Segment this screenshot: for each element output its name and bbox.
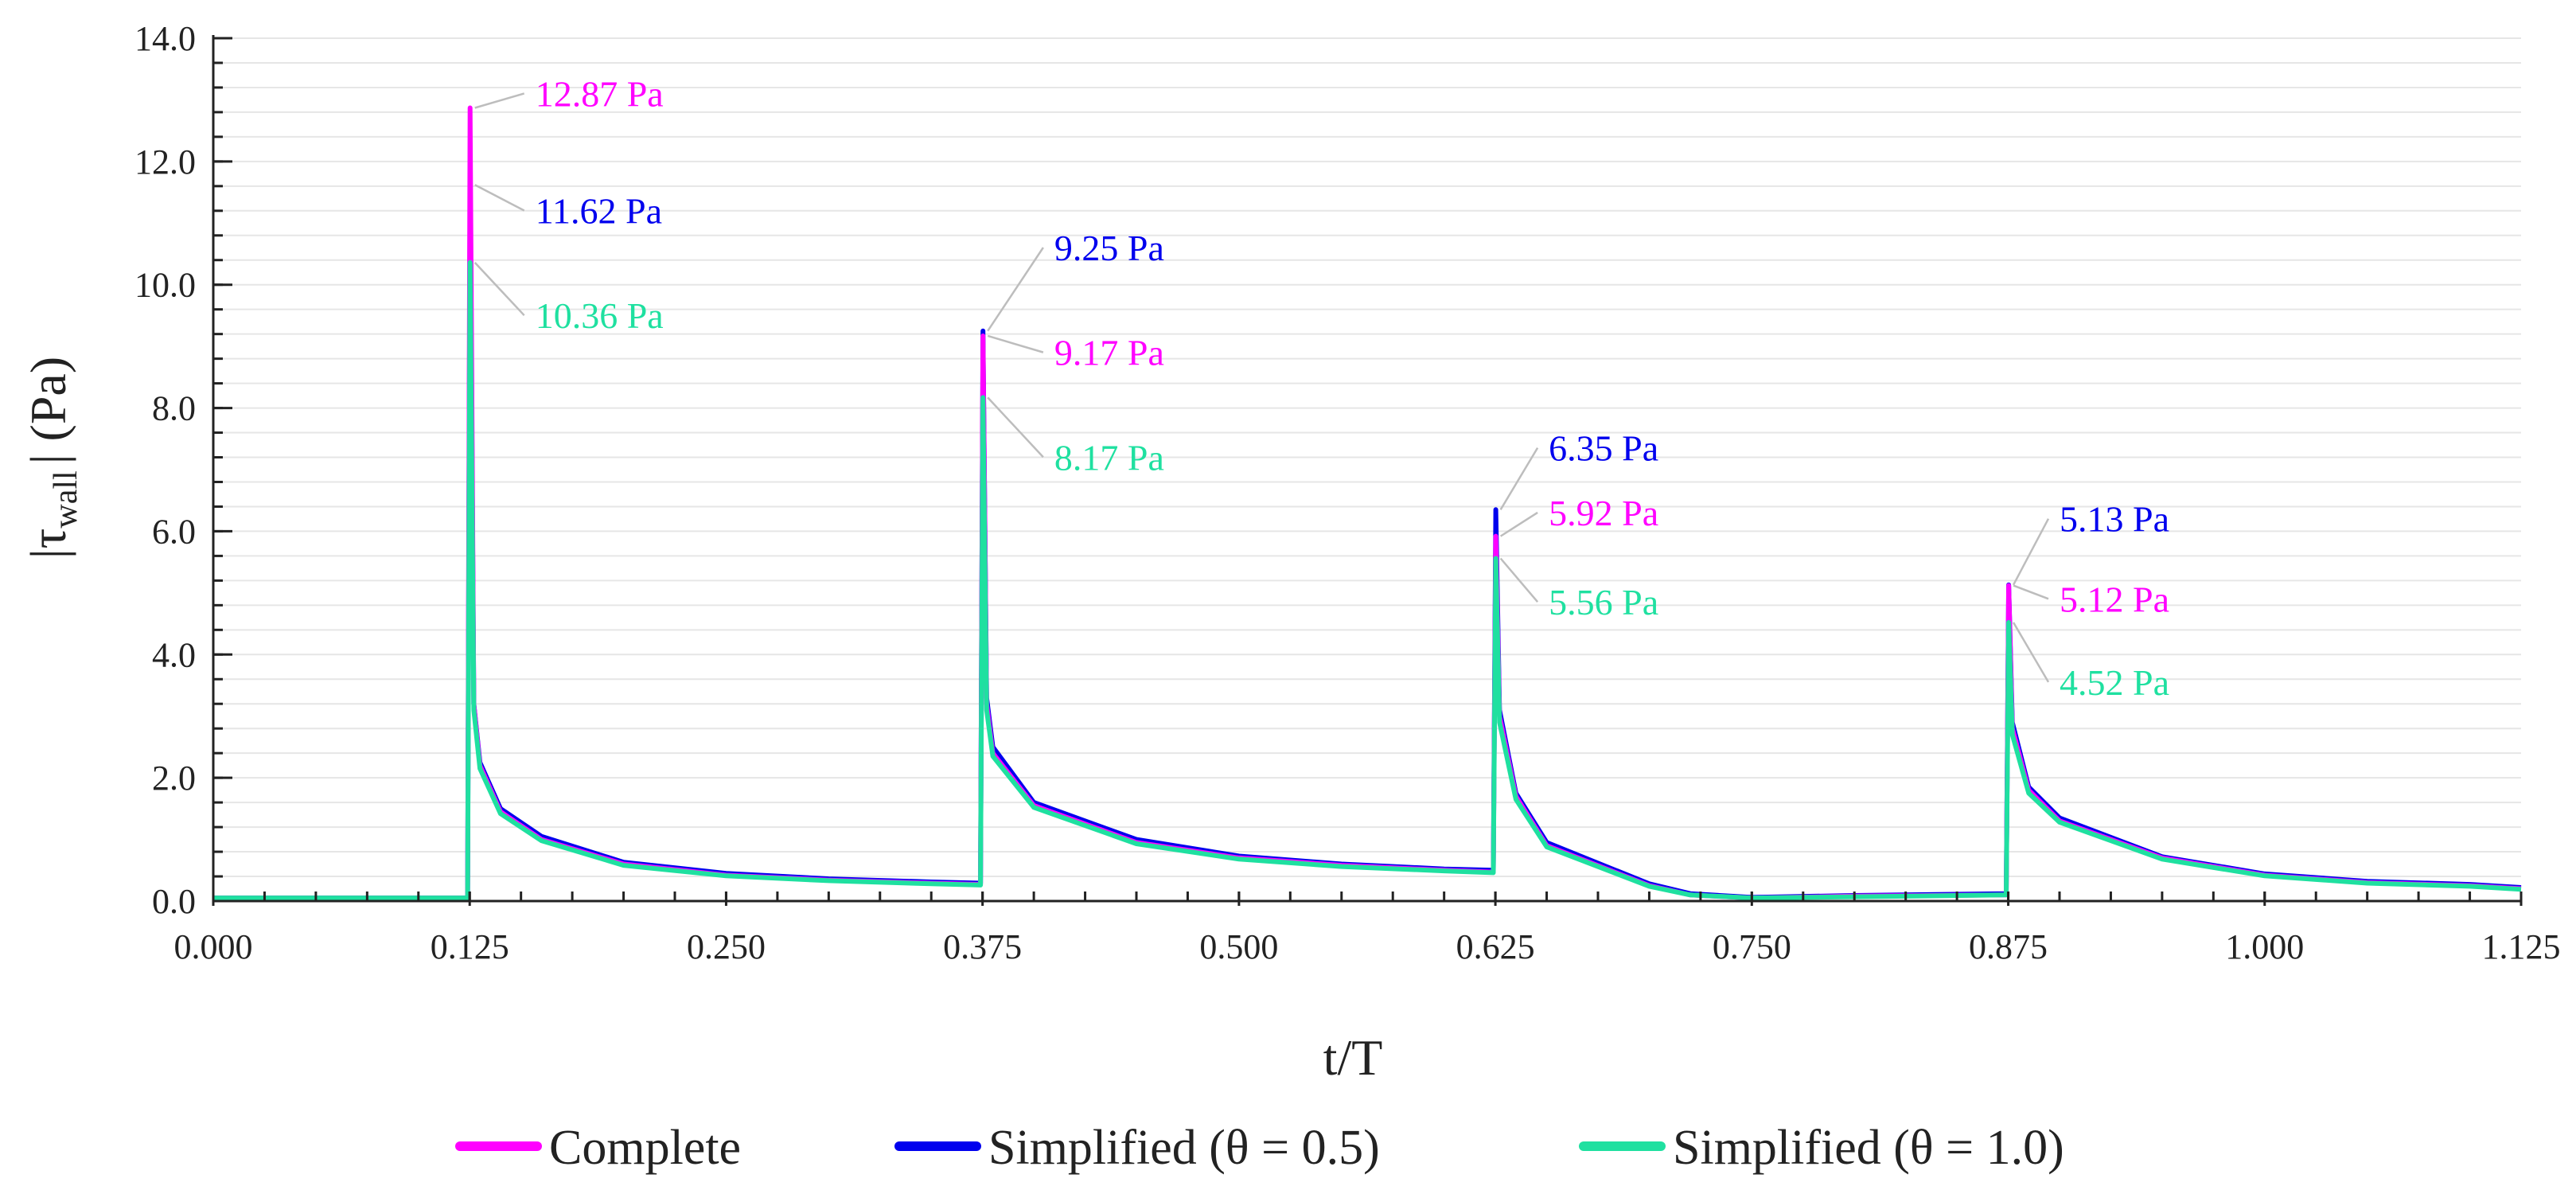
annotation-label: 9.25 Pa — [1054, 228, 1164, 268]
annotation-label: 12.87 Pa — [536, 73, 664, 114]
svg-text:|τwall| (Pa): |τwall | (Pa) — [20, 357, 84, 559]
annotation-label: 5.13 Pa — [2060, 499, 2169, 540]
annotation-label: 11.62 Pa — [536, 191, 662, 232]
y-tick-label: 0.0 — [152, 882, 196, 921]
annotation-leader — [474, 261, 525, 317]
y-axis-label-subscript: wall — [48, 470, 84, 528]
x-axis-label: t/T — [1323, 1029, 1383, 1086]
series-line-simplified-10 — [213, 259, 2522, 901]
y-tick-label: 12.0 — [134, 142, 196, 181]
legend-entry-complete: Complete — [455, 1121, 741, 1175]
annotation-leader — [1499, 557, 1539, 603]
y-tick-label: 10.0 — [134, 266, 196, 305]
grid — [213, 37, 2521, 878]
annotation-label: 5.56 Pa — [1549, 582, 1658, 622]
legend-label-simplified-05: Simplified (θ = 0.5) — [988, 1121, 1380, 1175]
x-tick-label: 0.500 — [1199, 927, 1278, 966]
x-tick-label: 0.625 — [1456, 927, 1535, 966]
annotation-label: 9.17 Pa — [1054, 333, 1164, 373]
annotation-label: 5.92 Pa — [1549, 493, 1658, 533]
annotation-label: 4.52 Pa — [2060, 662, 2169, 703]
x-tick-label: 0.875 — [1969, 927, 2048, 966]
y-axis-label-suffix: | (Pa) — [20, 357, 76, 464]
x-tick-label: 0.250 — [687, 927, 766, 966]
axes: 0.0 2.0 4.0 6.0 8.0 10.0 12.0 14.0 0.000 0.125 0.2… — [134, 19, 2561, 966]
y-tick-label: 14.0 — [134, 19, 196, 58]
legend-label-complete: Complete — [549, 1121, 741, 1175]
annotation-leader — [987, 247, 1044, 332]
x-tick-label: 0.750 — [1713, 927, 1791, 966]
annotation-leader — [987, 396, 1044, 458]
annotation-leader — [1499, 511, 1538, 537]
x-tick-label: 1.125 — [2482, 927, 2561, 966]
annotations: 12.87 Pa 11.62 Pa 10.36 Pa 9.25 Pa 9.17 Pa 8.… — [474, 73, 2169, 703]
series-layer — [213, 105, 2522, 901]
annotation-leader — [2012, 518, 2050, 586]
legend-label-simplified-10: Simplified (θ = 1.0) — [1673, 1121, 2064, 1175]
legend-entry-simplified-10: Simplified (θ = 1.0) — [1579, 1121, 2064, 1175]
annotation-label: 6.35 Pa — [1549, 428, 1658, 469]
y-axis-label: |τwall | (Pa) — [20, 357, 84, 559]
y-tick-label: 2.0 — [152, 759, 196, 798]
legend-entry-simplified-05: Simplified (θ = 0.5) — [894, 1121, 1380, 1175]
x-tick-label: 0.000 — [174, 927, 253, 966]
y-axis-label-prefix: |τ — [20, 529, 76, 560]
x-tick-label: 0.375 — [943, 927, 1022, 966]
annotation-leader — [2013, 584, 2049, 600]
x-tick-label: 1.000 — [2225, 927, 2304, 966]
x-tick-label: 0.125 — [431, 927, 509, 966]
annotation-leader — [2012, 622, 2050, 683]
y-tick-label: 8.0 — [152, 389, 196, 428]
annotation-label: 10.36 Pa — [536, 295, 664, 336]
y-tick-label: 6.0 — [152, 512, 196, 551]
legend: Complete Simplified (θ = 0.5) Simplified… — [455, 1121, 2064, 1175]
y-tick-label: 4.0 — [152, 635, 196, 674]
annotation-leader — [1499, 447, 1539, 510]
annotation-label: 5.12 Pa — [2060, 579, 2169, 619]
annotation-leader — [474, 92, 525, 109]
annotation-leader — [987, 334, 1044, 353]
series-line-simplified-05 — [213, 182, 2522, 901]
annotation-label: 8.17 Pa — [1054, 437, 1164, 478]
annotation-leader — [474, 184, 525, 212]
